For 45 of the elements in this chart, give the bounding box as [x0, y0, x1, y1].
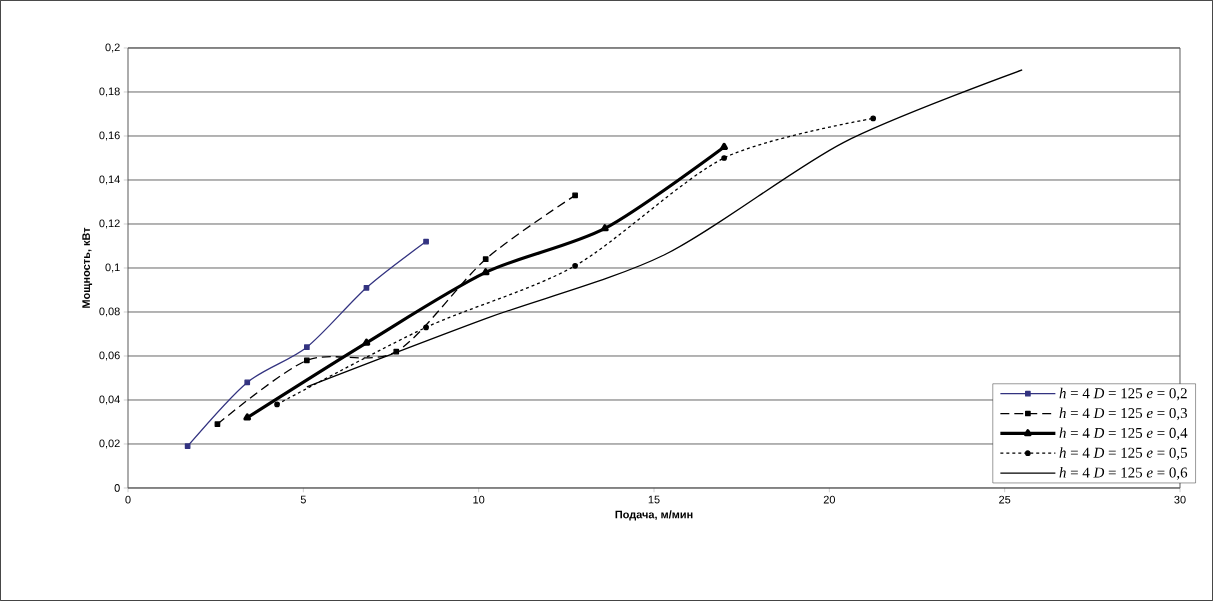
y-tick-label: 0,18	[99, 87, 120, 97]
point	[362, 338, 371, 346]
y-tick-label: 0,06	[99, 351, 120, 361]
point	[481, 268, 490, 276]
point	[304, 344, 310, 351]
legend-label: h = 4 D = 125 e = 0,2	[1059, 387, 1187, 401]
point	[214, 421, 221, 428]
x-tick-label: 25	[999, 495, 1011, 504]
x-tick-label: 5	[300, 495, 306, 504]
legend-label: h = 4 D = 125 e = 0,5	[1059, 447, 1188, 460]
point	[304, 357, 310, 364]
legend-label: h = 4 D = 125 e = 0,3	[1059, 407, 1188, 421]
y-tick-label: 0,16	[99, 131, 120, 141]
y-tick-label: 0,02	[99, 439, 120, 449]
legend-label: h = 4 D = 125 e = 0,6	[1059, 467, 1188, 480]
point	[601, 224, 609, 232]
x-tick-label: 15	[648, 495, 660, 504]
y-axis-title: Мощность, кВт	[82, 227, 93, 308]
point	[423, 324, 429, 331]
point	[423, 238, 429, 245]
y-tick-label: 0,04	[99, 395, 120, 405]
y-tick-label: 0,1	[105, 263, 120, 273]
point	[184, 443, 191, 450]
point	[393, 348, 400, 355]
point	[870, 115, 877, 122]
legend-label: h = 4 D = 125 e = 0,4	[1059, 427, 1188, 441]
point	[572, 262, 578, 269]
point	[572, 192, 578, 199]
y-tick-label: 0	[114, 484, 120, 492]
y-tick-label: 0,08	[99, 307, 120, 317]
point	[720, 142, 728, 150]
point	[243, 413, 252, 421]
y-tick-label: 0,12	[99, 219, 120, 229]
y-tick-label: 0,2	[105, 43, 120, 53]
point	[363, 284, 370, 291]
x-tick-label: 20	[823, 495, 835, 504]
x-tick-label: 0	[125, 495, 131, 504]
point	[482, 256, 489, 263]
point	[244, 379, 251, 386]
x-tick-label: 30	[1174, 495, 1186, 504]
point	[721, 155, 727, 161]
x-tick-label: 10	[473, 495, 485, 504]
point	[274, 401, 280, 408]
x-axis-title: Подача, м/мин	[615, 510, 693, 521]
y-tick-label: 0,14	[99, 175, 120, 185]
